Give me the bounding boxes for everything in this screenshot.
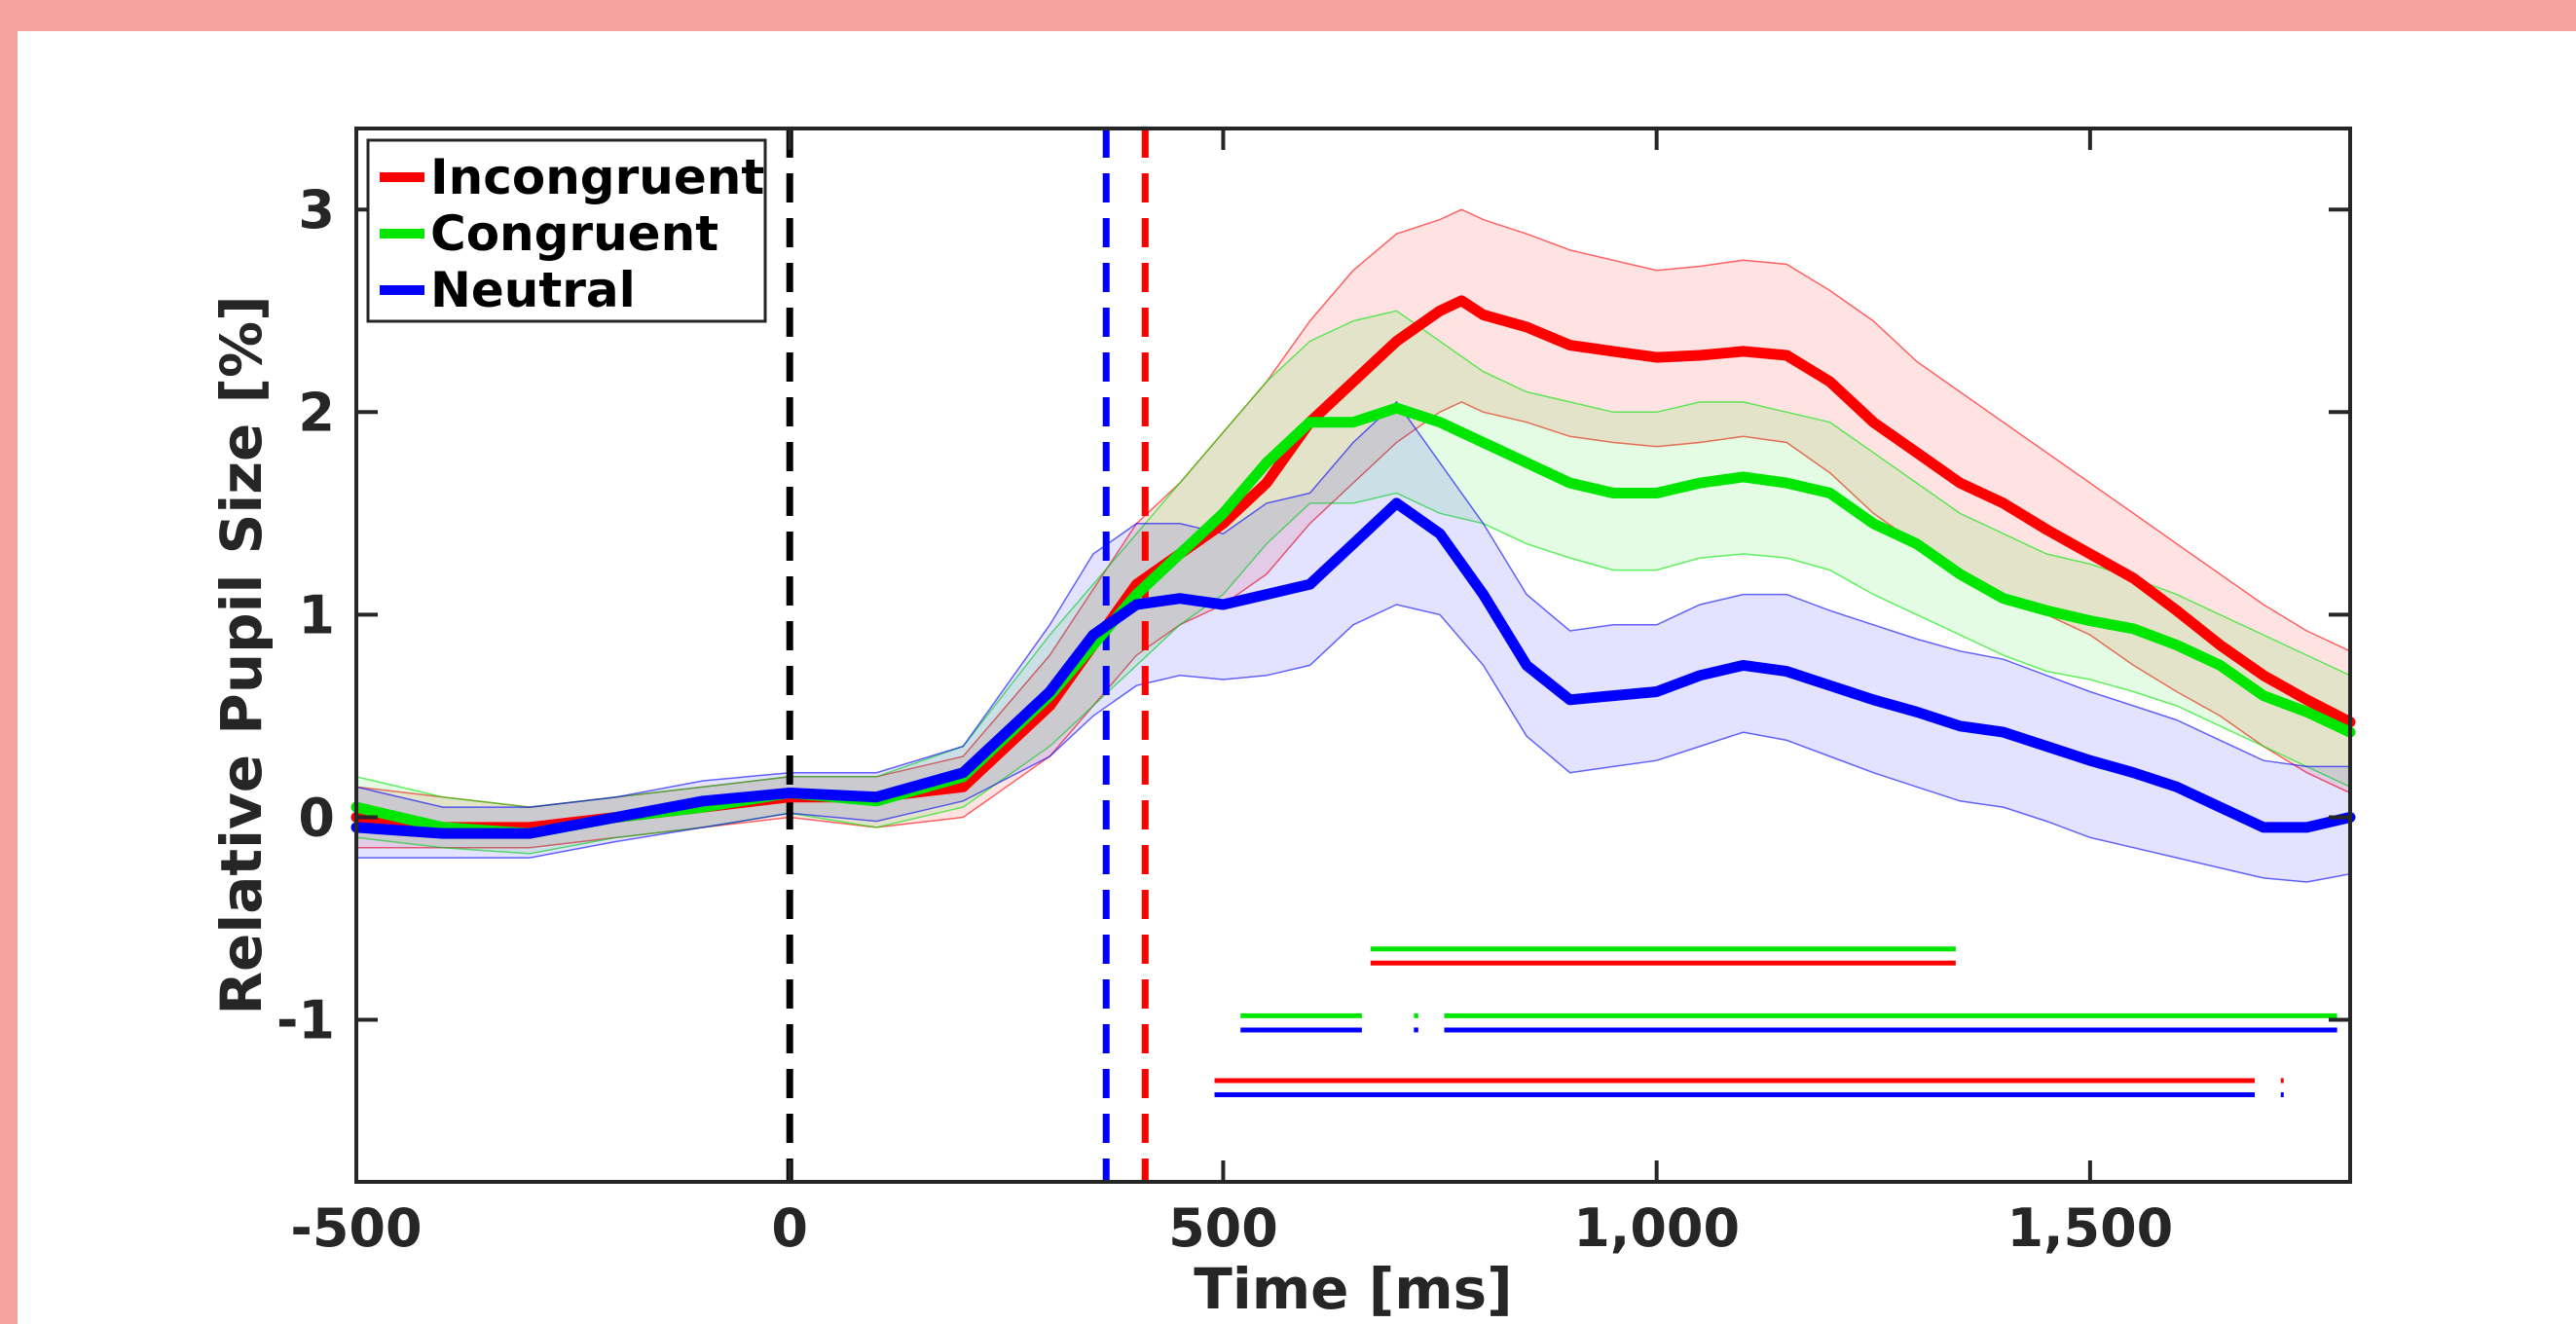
line-neutral bbox=[350, 497, 2356, 839]
legend-label-neutral: Neutral bbox=[430, 262, 636, 318]
x-tick-label-1: 0 bbox=[771, 1197, 808, 1259]
legend-label-congruent: Congruent bbox=[430, 205, 718, 262]
legend-label-incongruent: Incongruent bbox=[430, 149, 764, 205]
figure-frame: -500 0 500 1,000 1,500 -1 0 1 2 3 Time [ms] Relativ… bbox=[18, 31, 2576, 1324]
x-axis-title: Time [ms] bbox=[1194, 1256, 1512, 1322]
y-axis-title: Relative Pupil Size [%] bbox=[208, 295, 275, 1014]
y-tick-label-3: 2 bbox=[298, 382, 335, 443]
plot-box bbox=[354, 127, 2352, 1184]
legend-box bbox=[366, 138, 767, 323]
series-lines bbox=[350, 295, 2356, 839]
y-tick-label-1: 0 bbox=[298, 787, 335, 848]
axes: -500 0 500 1,000 1,500 -1 0 1 2 3 Time [ms] Relativ… bbox=[208, 127, 2352, 1322]
x-tick-label-3: 1,000 bbox=[1573, 1197, 1740, 1259]
x-tick-label-0: -500 bbox=[290, 1197, 422, 1259]
x-tick-label-4: 1,500 bbox=[2006, 1197, 2173, 1259]
y-tick-label-4: 3 bbox=[298, 179, 335, 240]
y-tick-label-2: 1 bbox=[298, 584, 335, 645]
event-markers bbox=[786, 129, 1149, 1182]
x-tick-label-2: 500 bbox=[1168, 1197, 1278, 1259]
y-tick-label-0: -1 bbox=[276, 990, 335, 1051]
pupil-size-chart: -500 0 500 1,000 1,500 -1 0 1 2 3 Time [ms] Relativ… bbox=[208, 127, 2356, 1322]
significance-bars bbox=[1214, 946, 2337, 1098]
